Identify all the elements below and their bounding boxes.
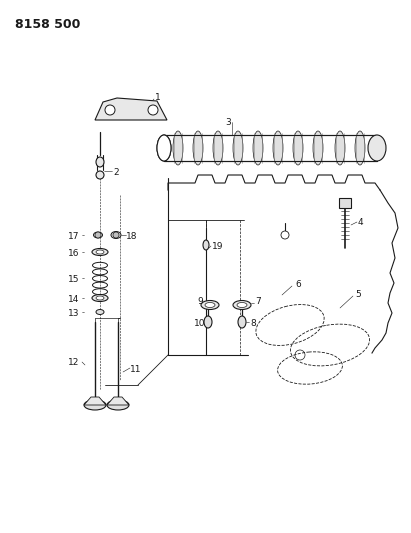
Ellipse shape xyxy=(157,135,171,161)
Text: 5: 5 xyxy=(355,290,361,299)
Ellipse shape xyxy=(335,131,345,165)
Ellipse shape xyxy=(173,131,183,165)
Polygon shape xyxy=(84,397,106,405)
Ellipse shape xyxy=(238,316,246,328)
Ellipse shape xyxy=(253,131,263,165)
Ellipse shape xyxy=(213,131,223,165)
Polygon shape xyxy=(107,397,129,405)
Circle shape xyxy=(113,232,119,238)
Ellipse shape xyxy=(293,131,303,165)
Ellipse shape xyxy=(237,303,247,308)
Text: 13: 13 xyxy=(68,309,79,318)
Ellipse shape xyxy=(355,131,365,165)
Text: 4: 4 xyxy=(358,218,364,227)
Ellipse shape xyxy=(273,131,283,165)
Ellipse shape xyxy=(96,310,104,314)
Ellipse shape xyxy=(203,240,209,250)
Text: 17: 17 xyxy=(68,232,79,241)
Ellipse shape xyxy=(193,131,203,165)
Ellipse shape xyxy=(201,301,219,310)
Ellipse shape xyxy=(313,131,323,165)
Text: 8158 500: 8158 500 xyxy=(15,18,81,31)
Ellipse shape xyxy=(96,171,104,179)
Ellipse shape xyxy=(107,400,129,410)
Ellipse shape xyxy=(205,303,215,308)
Text: 9: 9 xyxy=(197,297,203,306)
Ellipse shape xyxy=(92,248,108,255)
Polygon shape xyxy=(95,98,167,120)
Ellipse shape xyxy=(233,301,251,310)
Ellipse shape xyxy=(157,135,171,161)
Circle shape xyxy=(105,105,115,115)
Ellipse shape xyxy=(96,296,104,300)
Text: 18: 18 xyxy=(126,232,138,241)
Text: 6: 6 xyxy=(295,280,301,289)
Ellipse shape xyxy=(84,400,106,410)
Ellipse shape xyxy=(233,131,243,165)
Text: 19: 19 xyxy=(212,242,224,251)
Ellipse shape xyxy=(111,231,121,238)
Circle shape xyxy=(95,232,101,238)
Text: 8: 8 xyxy=(250,319,256,328)
Ellipse shape xyxy=(368,135,386,161)
Text: 16: 16 xyxy=(68,249,79,258)
Text: 11: 11 xyxy=(130,365,141,374)
Circle shape xyxy=(281,231,289,239)
Text: 3: 3 xyxy=(225,118,231,127)
Ellipse shape xyxy=(96,157,104,167)
Ellipse shape xyxy=(204,316,212,328)
Text: 14: 14 xyxy=(68,295,79,304)
Text: 12: 12 xyxy=(68,358,79,367)
Text: 15: 15 xyxy=(68,275,79,284)
Ellipse shape xyxy=(92,295,108,302)
Circle shape xyxy=(148,105,158,115)
Ellipse shape xyxy=(93,232,102,238)
Text: 10: 10 xyxy=(194,319,206,328)
Bar xyxy=(339,198,351,208)
Text: 7: 7 xyxy=(255,297,261,306)
Text: 1: 1 xyxy=(155,93,161,102)
Text: 2: 2 xyxy=(113,168,119,177)
Ellipse shape xyxy=(96,250,104,254)
